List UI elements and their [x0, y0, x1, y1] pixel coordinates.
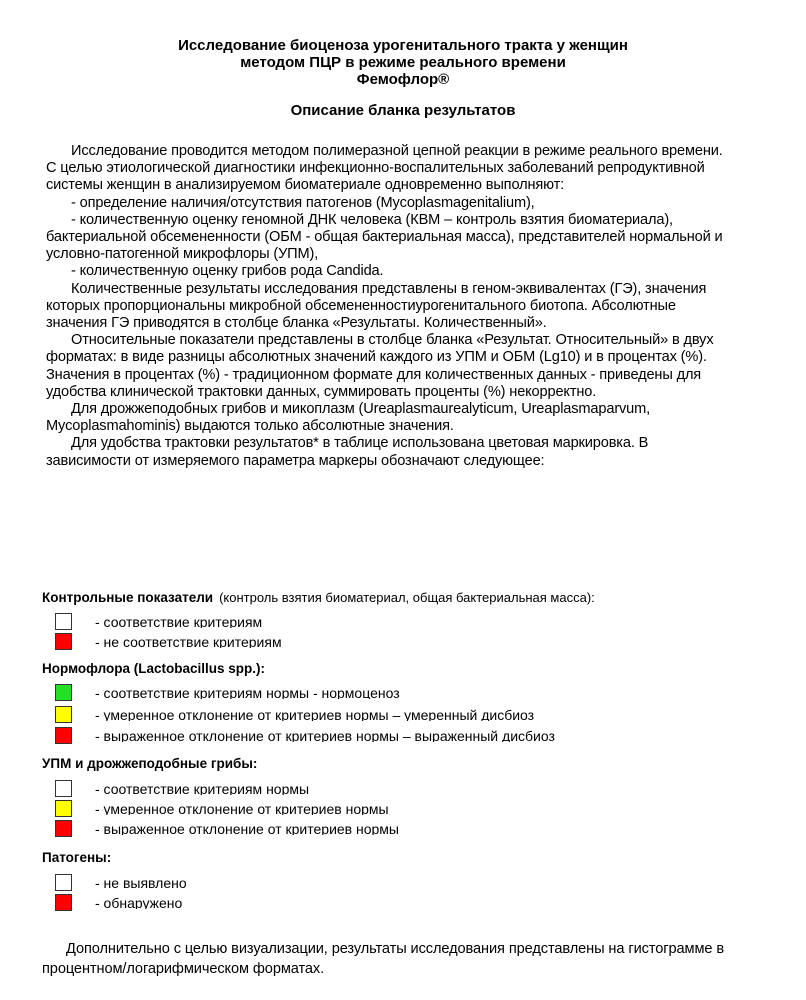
- body-line: - количественную оценку геномной ДНК чел…: [71, 211, 673, 228]
- body-line: которых пропорциональны микробной обсеме…: [46, 297, 676, 314]
- body-line: системы женщин в анализируемом биоматери…: [46, 177, 565, 194]
- body-text: Исследование проводится методом полимера…: [46, 143, 766, 470]
- legend-item-label: - не соответствие критериям: [95, 634, 282, 648]
- color-swatch: [55, 800, 72, 817]
- legend-item-label: - умеренное отклонение от критериев норм…: [95, 707, 535, 721]
- color-swatch: [55, 820, 72, 837]
- legend-section-note: (контроль взятия биоматериал, общая бакт…: [219, 590, 595, 605]
- legend-section-normoflora: Нормофлора (Lactobacillus spp.):: [42, 661, 265, 676]
- footer-line: процентном/логарифмическом форматах.: [42, 961, 325, 977]
- body-line: Mycoplasmahominis) выдаются только абсол…: [46, 418, 454, 435]
- color-swatch: [55, 633, 72, 650]
- color-swatch: [55, 706, 72, 723]
- legend-item-label: - соответствие критериям нормы: [95, 781, 310, 795]
- body-line: Относительные показатели представлены в …: [71, 332, 714, 349]
- body-line: Для дрожжеподобных грибов и микоплазм (U…: [71, 401, 651, 418]
- body-line: Значения в процентах (%) - традиционном …: [46, 366, 702, 383]
- document-title-line-2: методом ПЦР в режиме реального времени: [240, 54, 566, 71]
- legend-item-label: - выраженное отклонение от критериев нор…: [95, 821, 399, 835]
- footer-line: Дополнительно с целью визуализации, резу…: [66, 941, 725, 957]
- document-subtitle: Описание бланка результатов: [290, 102, 516, 119]
- legend-section-title: Нормофлора (Lactobacillus spp.):: [42, 661, 266, 676]
- body-line: - определение наличия/отсутствия патоген…: [71, 194, 535, 211]
- color-swatch: [55, 613, 72, 630]
- color-swatch: [55, 684, 72, 701]
- document-title-line-1: Исследование биоценоза урогенитального т…: [178, 37, 628, 54]
- body-line: Исследование проводится методом полимера…: [71, 143, 723, 159]
- body-line: форматах: в виде разницы абсолютных знач…: [46, 349, 707, 366]
- legend-item-label: - соответствие критериям нормы - нормоце…: [95, 685, 400, 699]
- body-line: значения ГЭ приводятся в столбце бланка …: [46, 315, 547, 332]
- legend-section-title: УПМ и дрожжеподобные грибы:: [42, 756, 258, 771]
- body-line: зависимости от измеряемого параметра мар…: [46, 452, 545, 469]
- body-line: - количественную оценку грибов рода Cand…: [71, 263, 384, 280]
- color-swatch: [55, 727, 72, 744]
- legend-item-label: - выраженное отклонение от критериев нор…: [95, 728, 555, 742]
- body-line: Количественные результаты исследования п…: [71, 280, 707, 297]
- legend-item-label: - не выявлено: [95, 875, 187, 889]
- legend-section-pathogens: Патогены:: [42, 850, 111, 865]
- body-line: Для удобства трактовки результатов* в та…: [71, 435, 649, 452]
- body-line: условно-патогенной микрофлоры (УПМ),: [46, 246, 319, 263]
- legend-item-label: - соответствие критериям: [95, 614, 263, 628]
- legend-item-label: - умеренное отклонение от критериев норм…: [95, 801, 389, 815]
- color-swatch: [55, 874, 72, 891]
- footer-paragraph: Дополнительно с целью визуализации, резу…: [42, 939, 724, 979]
- legend-item-label: - обнаружено: [95, 895, 183, 909]
- body-line: удобства клинической трактовки данных, с…: [46, 383, 597, 400]
- document-title-line-3: Фемофлор®: [356, 71, 450, 88]
- legend-section-upm: УПМ и дрожжеподобные грибы:: [42, 756, 257, 771]
- body-line: С целью этиологической диагностики инфек…: [46, 160, 705, 177]
- body-line: бактериальной обсемененности (ОБМ - обща…: [46, 229, 723, 246]
- legend-section-control: Контрольные показатели (контроль взятия б…: [42, 590, 595, 605]
- legend-section-title: Патогены:: [42, 850, 112, 865]
- color-swatch: [55, 894, 72, 911]
- legend-section-title: Контрольные показатели: [42, 590, 214, 605]
- color-swatch: [55, 780, 72, 797]
